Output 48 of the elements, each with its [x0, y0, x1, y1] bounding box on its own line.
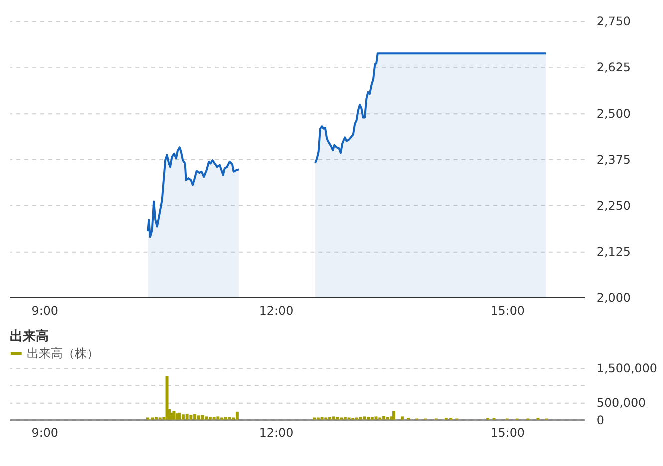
bar: [197, 416, 200, 420]
bar: [228, 417, 232, 420]
y-tick-label: 2,750: [596, 14, 631, 29]
chart-title: 出来高: [10, 328, 49, 344]
bar: [382, 416, 386, 420]
x-tick-label: 15:00: [490, 304, 526, 318]
bar: [178, 412, 182, 420]
bar: [363, 416, 366, 420]
bar: [194, 414, 197, 420]
x-tick-label: 9:00: [32, 426, 59, 440]
y-tick-label: 2,125: [596, 244, 631, 259]
bar: [224, 417, 228, 420]
x-tick-label: 12:00: [259, 304, 294, 318]
y-tick-label: 0: [596, 413, 604, 428]
bar: [212, 417, 216, 420]
bar: [154, 417, 158, 420]
bar: [320, 417, 324, 420]
bar: [370, 417, 374, 420]
legend-label: 出来高（株）: [26, 346, 99, 361]
y-tick-label: 2,250: [596, 198, 631, 213]
bar: [182, 414, 185, 420]
bar: [186, 414, 189, 420]
bar: [236, 412, 239, 420]
bar: [344, 417, 347, 420]
bar: [205, 416, 208, 420]
y-tick-label: 2,625: [596, 60, 631, 75]
y-tick-label: 1,500,000: [596, 362, 658, 376]
y-tick-label: 2,000: [596, 291, 631, 306]
bar: [374, 416, 378, 420]
bar: [359, 417, 362, 420]
y-tick-label: 500,000: [596, 396, 646, 410]
y-tick-label: 2,375: [596, 152, 631, 167]
bar: [208, 417, 212, 420]
bar: [332, 416, 336, 420]
x-tick-label: 15:00: [490, 426, 526, 440]
bar: [201, 415, 204, 420]
bar: [392, 411, 396, 420]
bar: [367, 417, 370, 420]
bar: [386, 417, 390, 420]
x-tick-label: 12:00: [259, 426, 294, 440]
bar: [190, 414, 193, 420]
bar: [336, 417, 340, 420]
bar: [400, 416, 404, 420]
bar: [216, 416, 220, 420]
x-tick-label: 9:00: [32, 304, 59, 318]
y-tick-label: 2,500: [596, 106, 631, 121]
bar: [328, 417, 332, 420]
bar: [166, 376, 169, 420]
